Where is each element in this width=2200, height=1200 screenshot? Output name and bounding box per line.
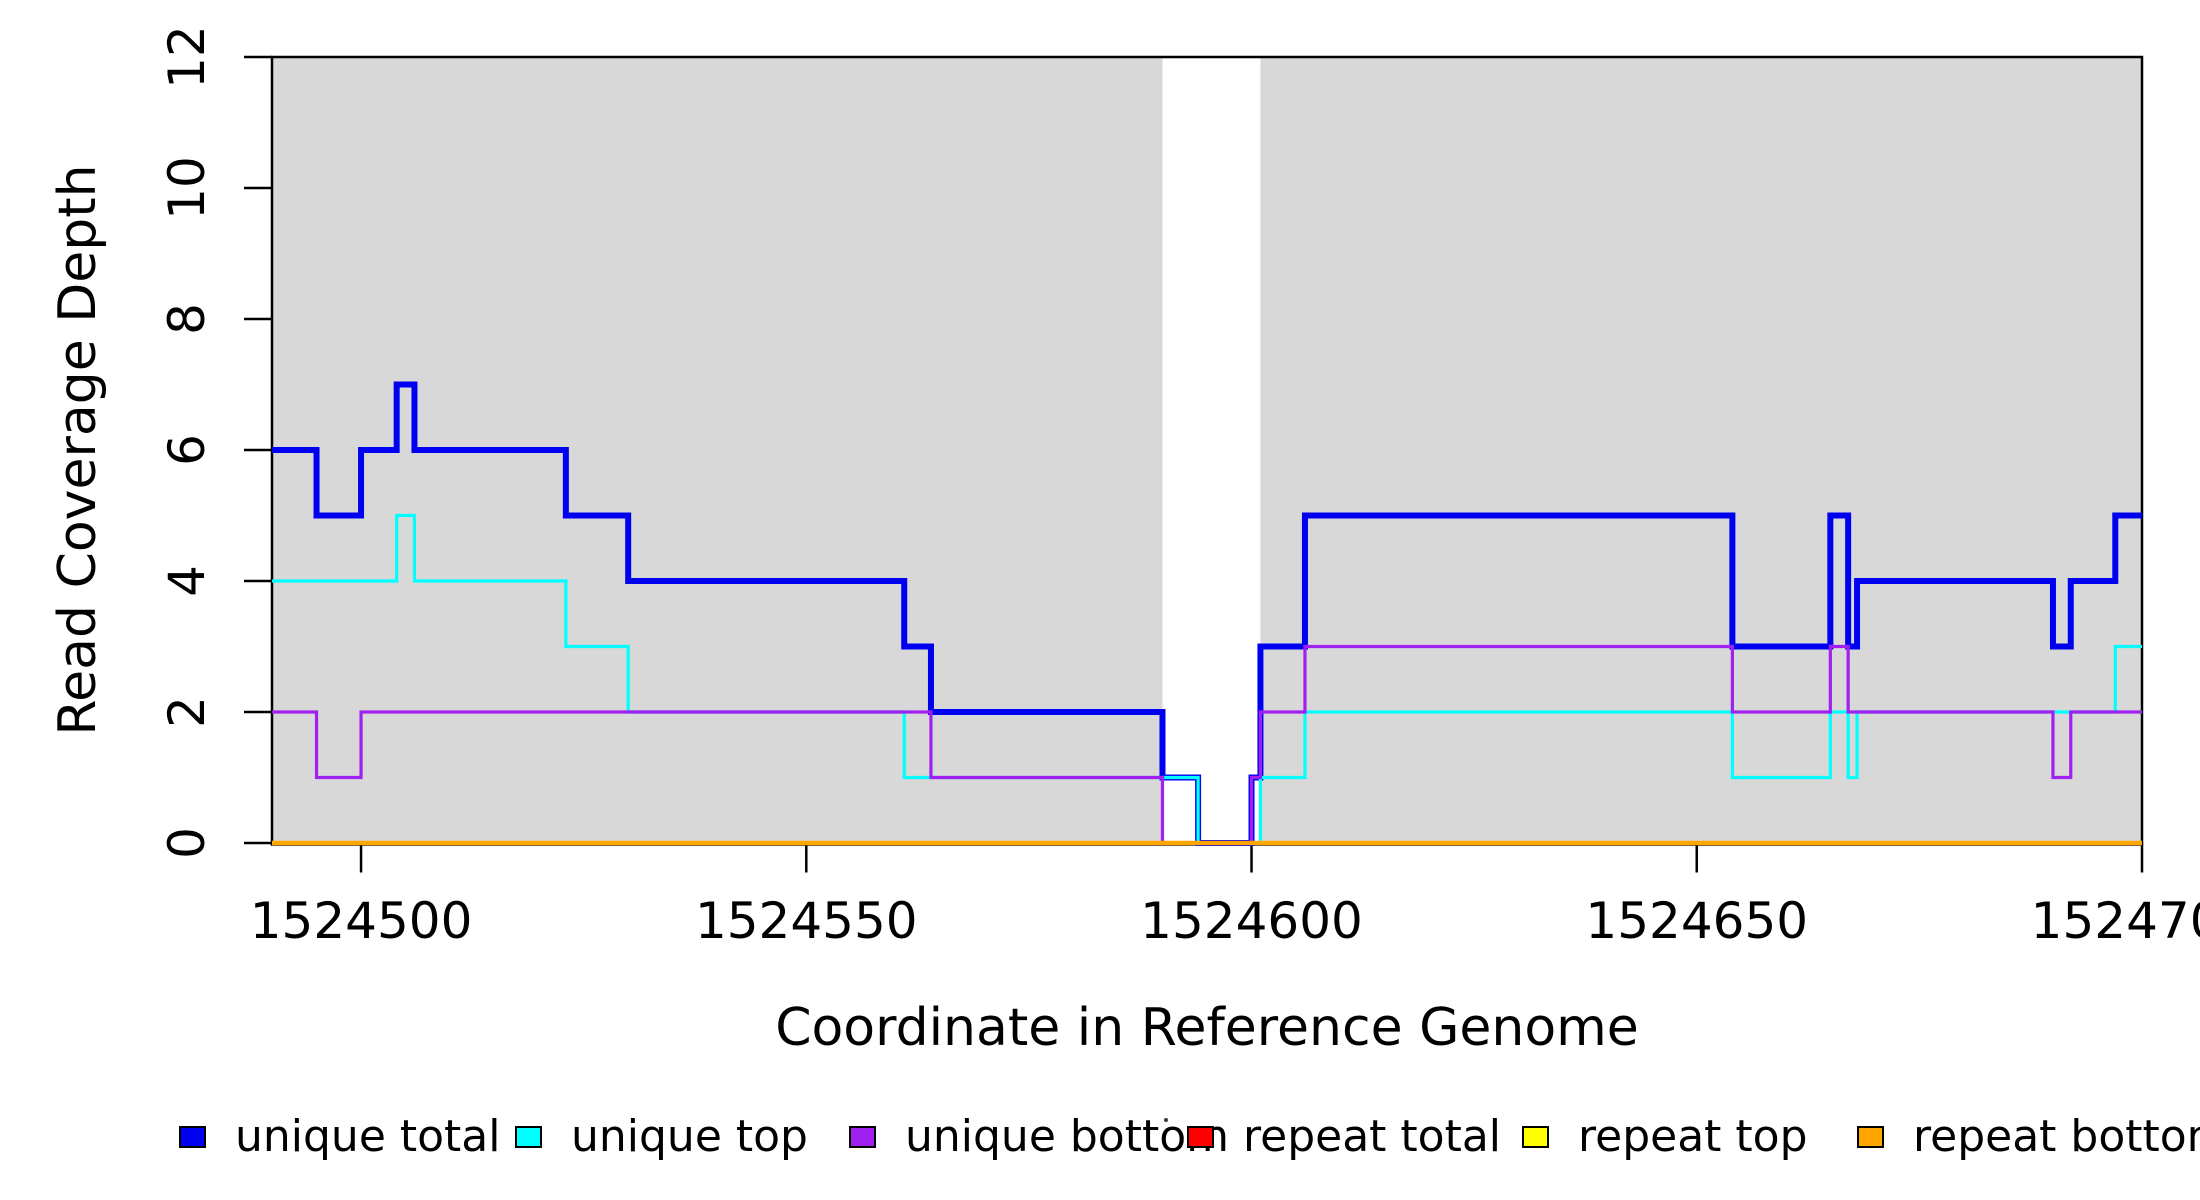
- y-tick-label: 6: [158, 434, 216, 466]
- legend-item-repeat-top: repeat top: [1522, 1114, 1808, 1160]
- legend-label: unique total: [235, 1111, 501, 1162]
- y-tick-label: 4: [158, 565, 216, 597]
- x-axis-title: Coordinate in Reference Genome: [775, 998, 1639, 1058]
- legend-swatch-repeat-top: [1522, 1126, 1549, 1148]
- legend: unique total unique top unique bottom re…: [0, 1114, 2200, 1160]
- legend-item-unique-bottom: unique bottom: [849, 1114, 1229, 1160]
- shaded-region: [1260, 58, 2142, 844]
- legend-label: repeat bottom: [1913, 1111, 2200, 1162]
- stray-dot: [1164, 1118, 1168, 1122]
- x-tick-label: 1524550: [695, 892, 918, 950]
- y-tick-label: 8: [158, 303, 216, 335]
- legend-label: repeat total: [1243, 1111, 1502, 1162]
- y-tick-label: 12: [158, 25, 216, 89]
- y-axis-title: Read Coverage Depth: [48, 164, 108, 736]
- x-tick-label: 1524650: [1585, 892, 1808, 950]
- legend-item-repeat-total: repeat total: [1187, 1114, 1501, 1160]
- series-line-unique-bottom: [272, 644, 2142, 845]
- legend-label: unique bottom: [905, 1111, 1230, 1162]
- x-tick-label: 1524500: [250, 892, 473, 950]
- shaded-region: [272, 58, 1163, 844]
- legend-swatch-repeat-total: [1187, 1126, 1214, 1148]
- y-tick-label: 0: [158, 827, 216, 859]
- legend-swatch-unique-total: [179, 1126, 206, 1148]
- legend-swatch-unique-bottom: [849, 1126, 876, 1148]
- legend-item-unique-top: unique top: [515, 1114, 808, 1160]
- legend-label: unique top: [571, 1111, 808, 1162]
- x-tick-label: 1524600: [1140, 892, 1363, 950]
- y-tick-label: 10: [158, 156, 216, 220]
- legend-swatch-unique-top: [515, 1126, 542, 1148]
- legend-swatch-repeat-bottom: [1857, 1126, 1884, 1148]
- legend-label: repeat top: [1578, 1111, 1808, 1162]
- legend-item-repeat-bottom: repeat bottom: [1857, 1114, 2200, 1160]
- x-tick-label: 1524700: [2031, 892, 2200, 950]
- y-tick-label: 2: [158, 696, 216, 728]
- series-line-unique-top: [272, 513, 2142, 845]
- legend-item-unique-total: unique total: [179, 1114, 500, 1160]
